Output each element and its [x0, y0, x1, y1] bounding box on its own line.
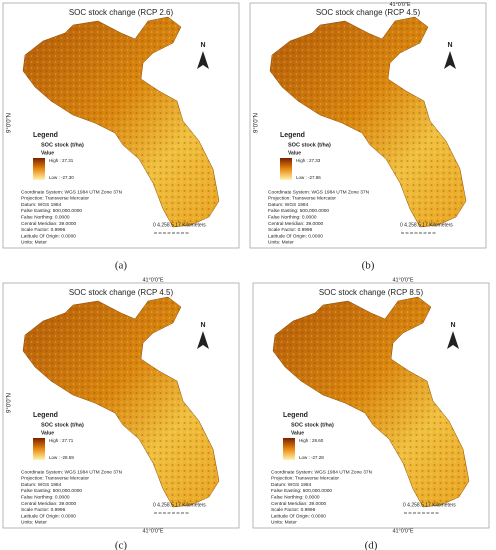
longitude-label-top: 41°0'0"E	[142, 277, 163, 283]
legend-high: High : 27.71	[49, 438, 74, 443]
map-note: Units: Meter	[271, 520, 297, 526]
legend-high: High : 28.60	[299, 438, 324, 443]
map-title: SOC stock change (RCP 4.5)	[316, 8, 421, 17]
legend-value: Value	[41, 150, 54, 156]
north-arrow	[447, 331, 459, 349]
study-area-texture	[23, 17, 219, 227]
legend-ramp	[283, 438, 295, 460]
map-note: False Northing: 0.0000	[268, 214, 317, 220]
map-note: Datum: WGS 1984	[21, 482, 62, 488]
map-note: Units: Meter	[268, 240, 294, 246]
map-note: Projection: Transverse Mercator	[271, 476, 339, 482]
north-arrow	[197, 51, 209, 69]
longitude-label-top: 41°0'0"E	[392, 277, 413, 283]
map-note: Scale Factor: 0.9996	[271, 507, 316, 513]
legend-title: Legend	[33, 132, 58, 139]
legend-subtitle: SOC stock (t/ha)	[41, 142, 84, 148]
legend-low: Low : -27.28	[299, 455, 324, 460]
scale-label: 0 4.258.5 17 Kilometers	[403, 502, 456, 508]
legend-title: Legend	[280, 132, 305, 139]
map-note: Coordinate System: WGS 1984 UTM Zone 37N	[21, 189, 123, 195]
legend-title: Legend	[283, 412, 308, 419]
map-note: Latitude Of Origin: 0.0000	[271, 513, 326, 519]
legend-low: Low : -27.30	[49, 175, 74, 180]
legend-ramp	[280, 158, 292, 180]
map-note: False Northing: 0.0000	[271, 494, 320, 500]
map-panel: SOC stock change (RCP 4.5) N 9°0'0"N 41°0'0…	[249, 2, 487, 272]
map-panel: SOC stock change (RCP 8.5) N 41°0'0"E 41°0'…	[252, 277, 490, 550]
study-area-texture	[270, 17, 466, 227]
map-note: Units: Meter	[21, 520, 47, 526]
scale-label: 0 4.258.5 17 Kilometers	[400, 222, 453, 228]
map-note: Scale Factor: 0.9996	[268, 227, 313, 233]
north-label: N	[200, 322, 205, 329]
map-note: Scale Factor: 0.9996	[21, 227, 66, 233]
latitude-label: 9°0'0"N	[254, 113, 260, 133]
map-title: SOC stock change (RCP 4.5)	[69, 288, 174, 297]
north-label: N	[447, 42, 452, 49]
legend-high: High : 27.31	[49, 158, 74, 163]
north-arrow	[444, 51, 456, 69]
legend-ramp	[33, 438, 45, 460]
legend-ramp	[33, 158, 45, 180]
latitude-label: 9°0'0"N	[7, 393, 13, 413]
map-note: False Easting: 500,000.0000	[21, 208, 82, 214]
legend-low: Low : -27.86	[296, 175, 321, 180]
map-note: Scale Factor: 0.9996	[21, 507, 66, 513]
map-note: False Easting: 500,000.0000	[271, 488, 332, 494]
latitude-label: 9°0'0"N	[7, 113, 13, 133]
caption: (a)	[115, 260, 128, 272]
map-note: Latitude Of Origin: 0.0000	[21, 233, 76, 239]
map-note: False Northing: 0.0000	[21, 494, 70, 500]
map-note: Latitude Of Origin: 0.0000	[268, 233, 323, 239]
legend-subtitle: SOC stock (t/ha)	[41, 422, 84, 428]
map-note: Central Meridian: 39.0000	[21, 221, 77, 227]
map-note: Projection: Transverse Mercator	[268, 196, 336, 202]
legend-value: Value	[41, 430, 54, 436]
map-panel: SOC stock change (RCP 4.5) N 9°0'0"N 41°0'0…	[2, 277, 240, 550]
map-note: Coordinate System: WGS 1984 UTM Zone 37N	[271, 469, 373, 475]
study-area-texture	[23, 297, 219, 507]
longitude-label-bottom: 41°0'0"E	[392, 528, 413, 534]
map-note: Projection: Transverse Mercator	[21, 196, 89, 202]
map-title: SOC stock change (RCP 8.5)	[319, 288, 424, 297]
map-note: Coordinate System: WGS 1984 UTM Zone 37N	[268, 189, 370, 195]
map-note: Coordinate System: WGS 1984 UTM Zone 37N	[21, 469, 123, 475]
map-note: False Easting: 500,000.0000	[268, 208, 329, 214]
map-note: False Northing: 0.0000	[21, 214, 70, 220]
longitude-label-top: 41°0'0"E	[389, 2, 410, 8]
caption: (d)	[365, 540, 378, 550]
north-label: N	[200, 42, 205, 49]
map-note: Central Meridian: 39.0000	[268, 221, 324, 227]
study-area-texture	[273, 297, 469, 507]
legend-title: Legend	[33, 412, 58, 419]
map-note: False Easting: 500,000.0000	[21, 488, 82, 494]
map-title: SOC stock change (RCP 2.6)	[69, 8, 174, 17]
longitude-label-bottom: 41°0'0"E	[142, 528, 163, 534]
legend-subtitle: SOC stock (t/ha)	[291, 422, 334, 428]
map-panel: SOC stock change (RCP 2.6) N 9°0'0"N Legend…	[2, 2, 240, 272]
map-note: Central Meridian: 39.0000	[271, 501, 327, 507]
scale-label: 0 4.258.5 17 Kilometers	[153, 222, 206, 228]
north-arrow	[197, 331, 209, 349]
legend-low: Low : -28.59	[49, 455, 74, 460]
legend-high: High : 27.33	[296, 158, 321, 163]
legend-value: Value	[291, 430, 304, 436]
map-note: Central Meridian: 39.0000	[21, 501, 77, 507]
map-note: Projection: Transverse Mercator	[21, 476, 89, 482]
legend-value: Value	[288, 150, 301, 156]
caption: (b)	[362, 260, 375, 272]
map-note: Datum: WGS 1984	[21, 202, 62, 208]
map-note: Units: Meter	[21, 240, 47, 246]
map-note: Latitude Of Origin: 0.0000	[21, 513, 76, 519]
north-label: N	[450, 322, 455, 329]
legend-subtitle: SOC stock (t/ha)	[288, 142, 331, 148]
map-note: Datum: WGS 1984	[271, 482, 312, 488]
caption: (c)	[115, 540, 128, 550]
scale-label: 0 4.258.5 17 Kilometers	[153, 502, 206, 508]
map-note: Datum: WGS 1984	[268, 202, 309, 208]
